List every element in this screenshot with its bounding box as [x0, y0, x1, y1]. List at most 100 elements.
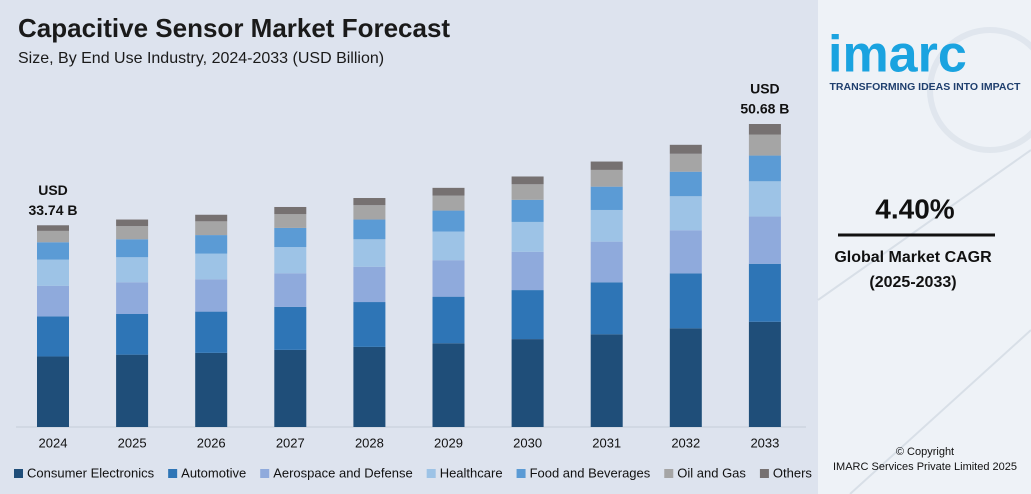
bar-segment [432, 187, 465, 196]
total-label: 50.68 B [740, 101, 789, 117]
legend-label: Healthcare [440, 465, 503, 480]
bar-segment [37, 356, 69, 427]
legend-swatch [759, 469, 769, 478]
bar-segment [748, 155, 781, 182]
x-tick-label: 2033 [750, 435, 779, 450]
bar-segment [432, 343, 465, 427]
x-tick-label: 2027 [276, 435, 305, 450]
bar-segment [353, 346, 386, 427]
bar-segment [669, 273, 702, 329]
bar-segment [748, 321, 781, 427]
bar-segment [116, 239, 149, 258]
x-tick-label: 2029 [434, 435, 463, 450]
bar-segment [669, 171, 702, 197]
bar-segment [353, 239, 386, 267]
legend-swatch [168, 469, 178, 478]
total-label: USD [750, 81, 780, 97]
legend-label: Consumer Electronics [27, 465, 155, 480]
bar-segment [669, 144, 702, 154]
bar-segment [748, 216, 781, 264]
bar-segment [274, 247, 307, 274]
cagr-value: 4.40% [875, 193, 954, 224]
copyright: © Copyright [896, 446, 954, 458]
bar-segment [353, 205, 386, 220]
bar-segment [590, 282, 623, 335]
bar-segment [432, 231, 465, 261]
bar-segment [274, 273, 307, 307]
cagr-label: Global Market CAGR [834, 249, 992, 266]
bar-segment [590, 334, 623, 427]
legend-label: Oil and Gas [677, 465, 746, 480]
bar-segment [511, 339, 544, 427]
bar-segment [353, 198, 386, 206]
legend-label: Food and Beverages [530, 465, 651, 480]
bar-segment [195, 235, 228, 254]
bar-segment [748, 181, 781, 217]
bar-segment [274, 306, 307, 350]
chart-title: Capacitive Sensor Market Forecast [18, 13, 450, 43]
legend-label: Automotive [181, 465, 246, 480]
bar-segment [195, 352, 228, 427]
bar-segment [748, 124, 781, 135]
bar-segment [748, 134, 781, 156]
bar-segment [353, 266, 386, 303]
bar-segment [116, 257, 149, 283]
cagr-period: (2025-2033) [869, 274, 956, 291]
legend-label: Others [773, 465, 813, 480]
bar-segment [37, 285, 69, 317]
bar-segment [748, 263, 781, 322]
x-tick-label: 2024 [39, 435, 68, 450]
bar-segment [432, 210, 465, 232]
bar-segment [511, 184, 544, 200]
sidebar-background [818, 0, 1031, 494]
legend-swatch [516, 469, 526, 478]
bar-segment [353, 302, 386, 347]
x-tick-label: 2026 [197, 435, 226, 450]
legend-swatch [664, 469, 674, 478]
x-tick-label: 2030 [513, 435, 542, 450]
bar-segment [669, 196, 702, 231]
bar-segment [37, 225, 69, 231]
legend-label: Aerospace and Defense [273, 465, 412, 480]
legend-swatch [260, 469, 270, 478]
total-label: 33.74 B [28, 202, 77, 218]
legend-swatch [426, 469, 436, 478]
bar-segment [37, 242, 69, 260]
bar-segment [116, 219, 149, 227]
bar-segment [37, 259, 69, 286]
bar-segment [116, 282, 149, 315]
bar-segment [274, 227, 307, 248]
total-label: USD [38, 182, 68, 198]
bar-segment [669, 328, 702, 427]
bar-segment [511, 176, 544, 185]
bar-segment [511, 221, 544, 252]
x-tick-label: 2031 [592, 435, 621, 450]
x-tick-label: 2028 [355, 435, 384, 450]
company: IMARC Services Private Limited 2025 [833, 461, 1017, 473]
bar-segment [116, 226, 149, 240]
bar-segment [274, 214, 307, 228]
logo: imarc [828, 26, 967, 84]
bar-segment [511, 251, 544, 291]
legend-swatch [14, 469, 23, 478]
bar-segment [353, 219, 386, 240]
bar-segment [590, 241, 623, 283]
bar-segment [116, 314, 149, 355]
bar-segment [669, 153, 702, 172]
tagline: TRANSFORMING IDEAS INTO IMPACT [830, 81, 1022, 93]
bar-segment [511, 199, 544, 222]
bar-segment [274, 206, 307, 215]
bar-segment [195, 311, 228, 353]
bar-segment [195, 221, 228, 236]
bar-segment [195, 279, 228, 312]
bar-segment [590, 161, 623, 170]
bar-segment [195, 253, 228, 280]
bar-segment [511, 290, 544, 340]
bar-segment [116, 354, 149, 427]
bar-segment [590, 169, 623, 187]
bar-segment [432, 195, 465, 211]
bar-segment [590, 209, 623, 242]
chart-subtitle: Size, By End Use Industry, 2024-2033 (US… [18, 50, 384, 67]
